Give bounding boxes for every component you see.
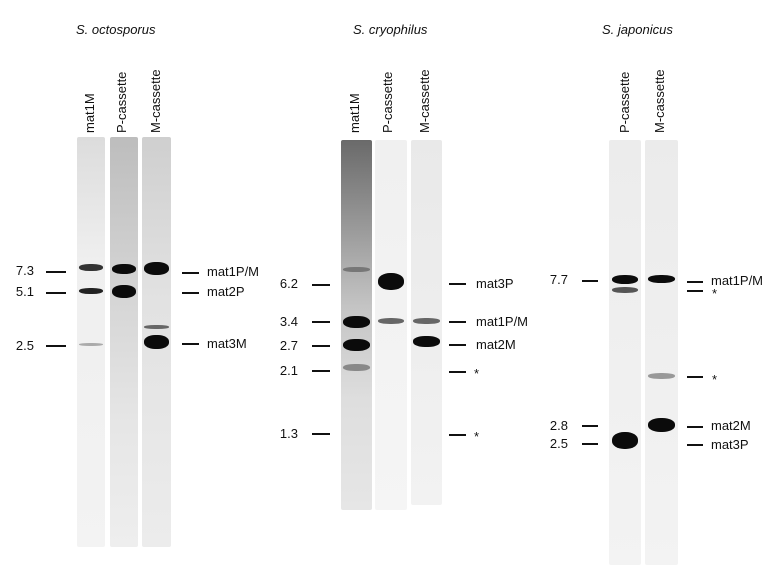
panel-title-octosporus: S. octosporus	[76, 22, 156, 37]
size-marker-label: 1.3	[279, 426, 298, 441]
lane-label-p-cassette: P-cassette	[380, 71, 395, 133]
lane-label-p-cassette: P-cassette	[617, 71, 632, 133]
band-label-tick	[687, 444, 703, 446]
size-marker-label: 2.5	[15, 338, 34, 353]
size-marker-tick	[582, 443, 598, 445]
gel-band	[647, 373, 676, 379]
lane-label-m-cassette: M-cassette	[652, 69, 667, 133]
gel-band	[79, 343, 103, 346]
band-label: *	[474, 366, 480, 381]
size-marker-tick	[312, 370, 330, 372]
band-label: mat2M	[476, 337, 516, 352]
gel-band	[343, 316, 370, 328]
gel-band	[343, 339, 370, 351]
size-marker-tick	[46, 292, 66, 294]
band-label: *	[712, 372, 718, 387]
lane-label-mat1m: mat1M	[347, 93, 362, 133]
band-label-tick	[182, 343, 199, 345]
size-marker-label: 2.5	[549, 436, 568, 451]
gel-band	[343, 267, 370, 272]
gel-band	[144, 335, 169, 349]
band-label: mat1P/M	[711, 273, 764, 288]
band-label-tick	[182, 272, 199, 274]
band-label-tick	[687, 281, 703, 283]
size-marker-label: 7.3	[15, 263, 34, 278]
gel-lane	[341, 140, 372, 510]
band-label: *	[712, 286, 718, 301]
gel-band	[611, 275, 639, 284]
lane-label-m-cassette: M-cassette	[148, 69, 163, 133]
gel-lane	[645, 140, 678, 565]
lane-label-m-cassette: M-cassette	[417, 69, 432, 133]
lane-label-p-cassette: P-cassette	[114, 71, 129, 133]
gel-band	[647, 275, 676, 283]
size-marker-tick	[46, 271, 66, 273]
gel-lane	[77, 137, 105, 547]
size-marker-tick	[582, 280, 598, 282]
size-marker-tick	[46, 345, 66, 347]
gel-lane	[609, 140, 641, 565]
band-label-tick	[449, 344, 466, 346]
band-label: mat3P	[476, 276, 514, 291]
band-label: mat3P	[711, 437, 749, 452]
lane-label-mat1m: mat1M	[82, 93, 97, 133]
size-marker-label: 7.7	[549, 272, 568, 287]
panel-title-cryophilus: S. cryophilus	[353, 22, 428, 37]
band-label: mat1P/M	[476, 314, 529, 329]
gel-band	[413, 318, 440, 324]
band-label-tick	[182, 292, 199, 294]
size-marker-label: 2.7	[279, 338, 298, 353]
band-label-tick	[687, 290, 703, 292]
band-label: mat1P/M	[207, 264, 260, 279]
size-marker-label: 5.1	[15, 284, 34, 299]
band-label-tick	[687, 426, 703, 428]
band-label: mat3M	[207, 336, 247, 351]
band-label-tick	[449, 371, 466, 373]
gel-band	[112, 264, 136, 274]
size-marker-tick	[582, 425, 598, 427]
band-label: mat2P	[207, 284, 245, 299]
size-marker-tick	[312, 321, 330, 323]
gel-band	[377, 318, 405, 324]
gel-band	[647, 418, 676, 432]
gel-lane	[110, 137, 138, 547]
band-label: mat2M	[711, 418, 751, 433]
panel-title-japonicus: S. japonicus	[602, 22, 673, 37]
gel-band	[611, 287, 639, 293]
gel-band	[611, 432, 639, 449]
band-label: *	[474, 429, 480, 444]
size-marker-label: 3.4	[279, 314, 298, 329]
band-label-tick	[449, 283, 466, 285]
gel-lane	[142, 137, 171, 547]
gel-band	[413, 336, 440, 347]
gel-lane	[375, 140, 407, 510]
gel-band	[377, 273, 405, 290]
size-marker-tick	[312, 345, 330, 347]
gel-band	[144, 262, 169, 275]
gel-band	[112, 285, 136, 298]
size-marker-tick	[312, 433, 330, 435]
gel-band	[79, 288, 103, 294]
size-marker-tick	[312, 284, 330, 286]
band-label-tick	[449, 321, 466, 323]
band-label-tick	[687, 376, 703, 378]
gel-band	[343, 364, 370, 371]
size-marker-label: 2.1	[279, 363, 298, 378]
size-marker-label: 2.8	[549, 418, 568, 433]
gel-band	[144, 325, 169, 329]
gel-lane	[411, 140, 442, 505]
gel-band	[79, 264, 103, 271]
size-marker-label: 6.2	[279, 276, 298, 291]
band-label-tick	[449, 434, 466, 436]
